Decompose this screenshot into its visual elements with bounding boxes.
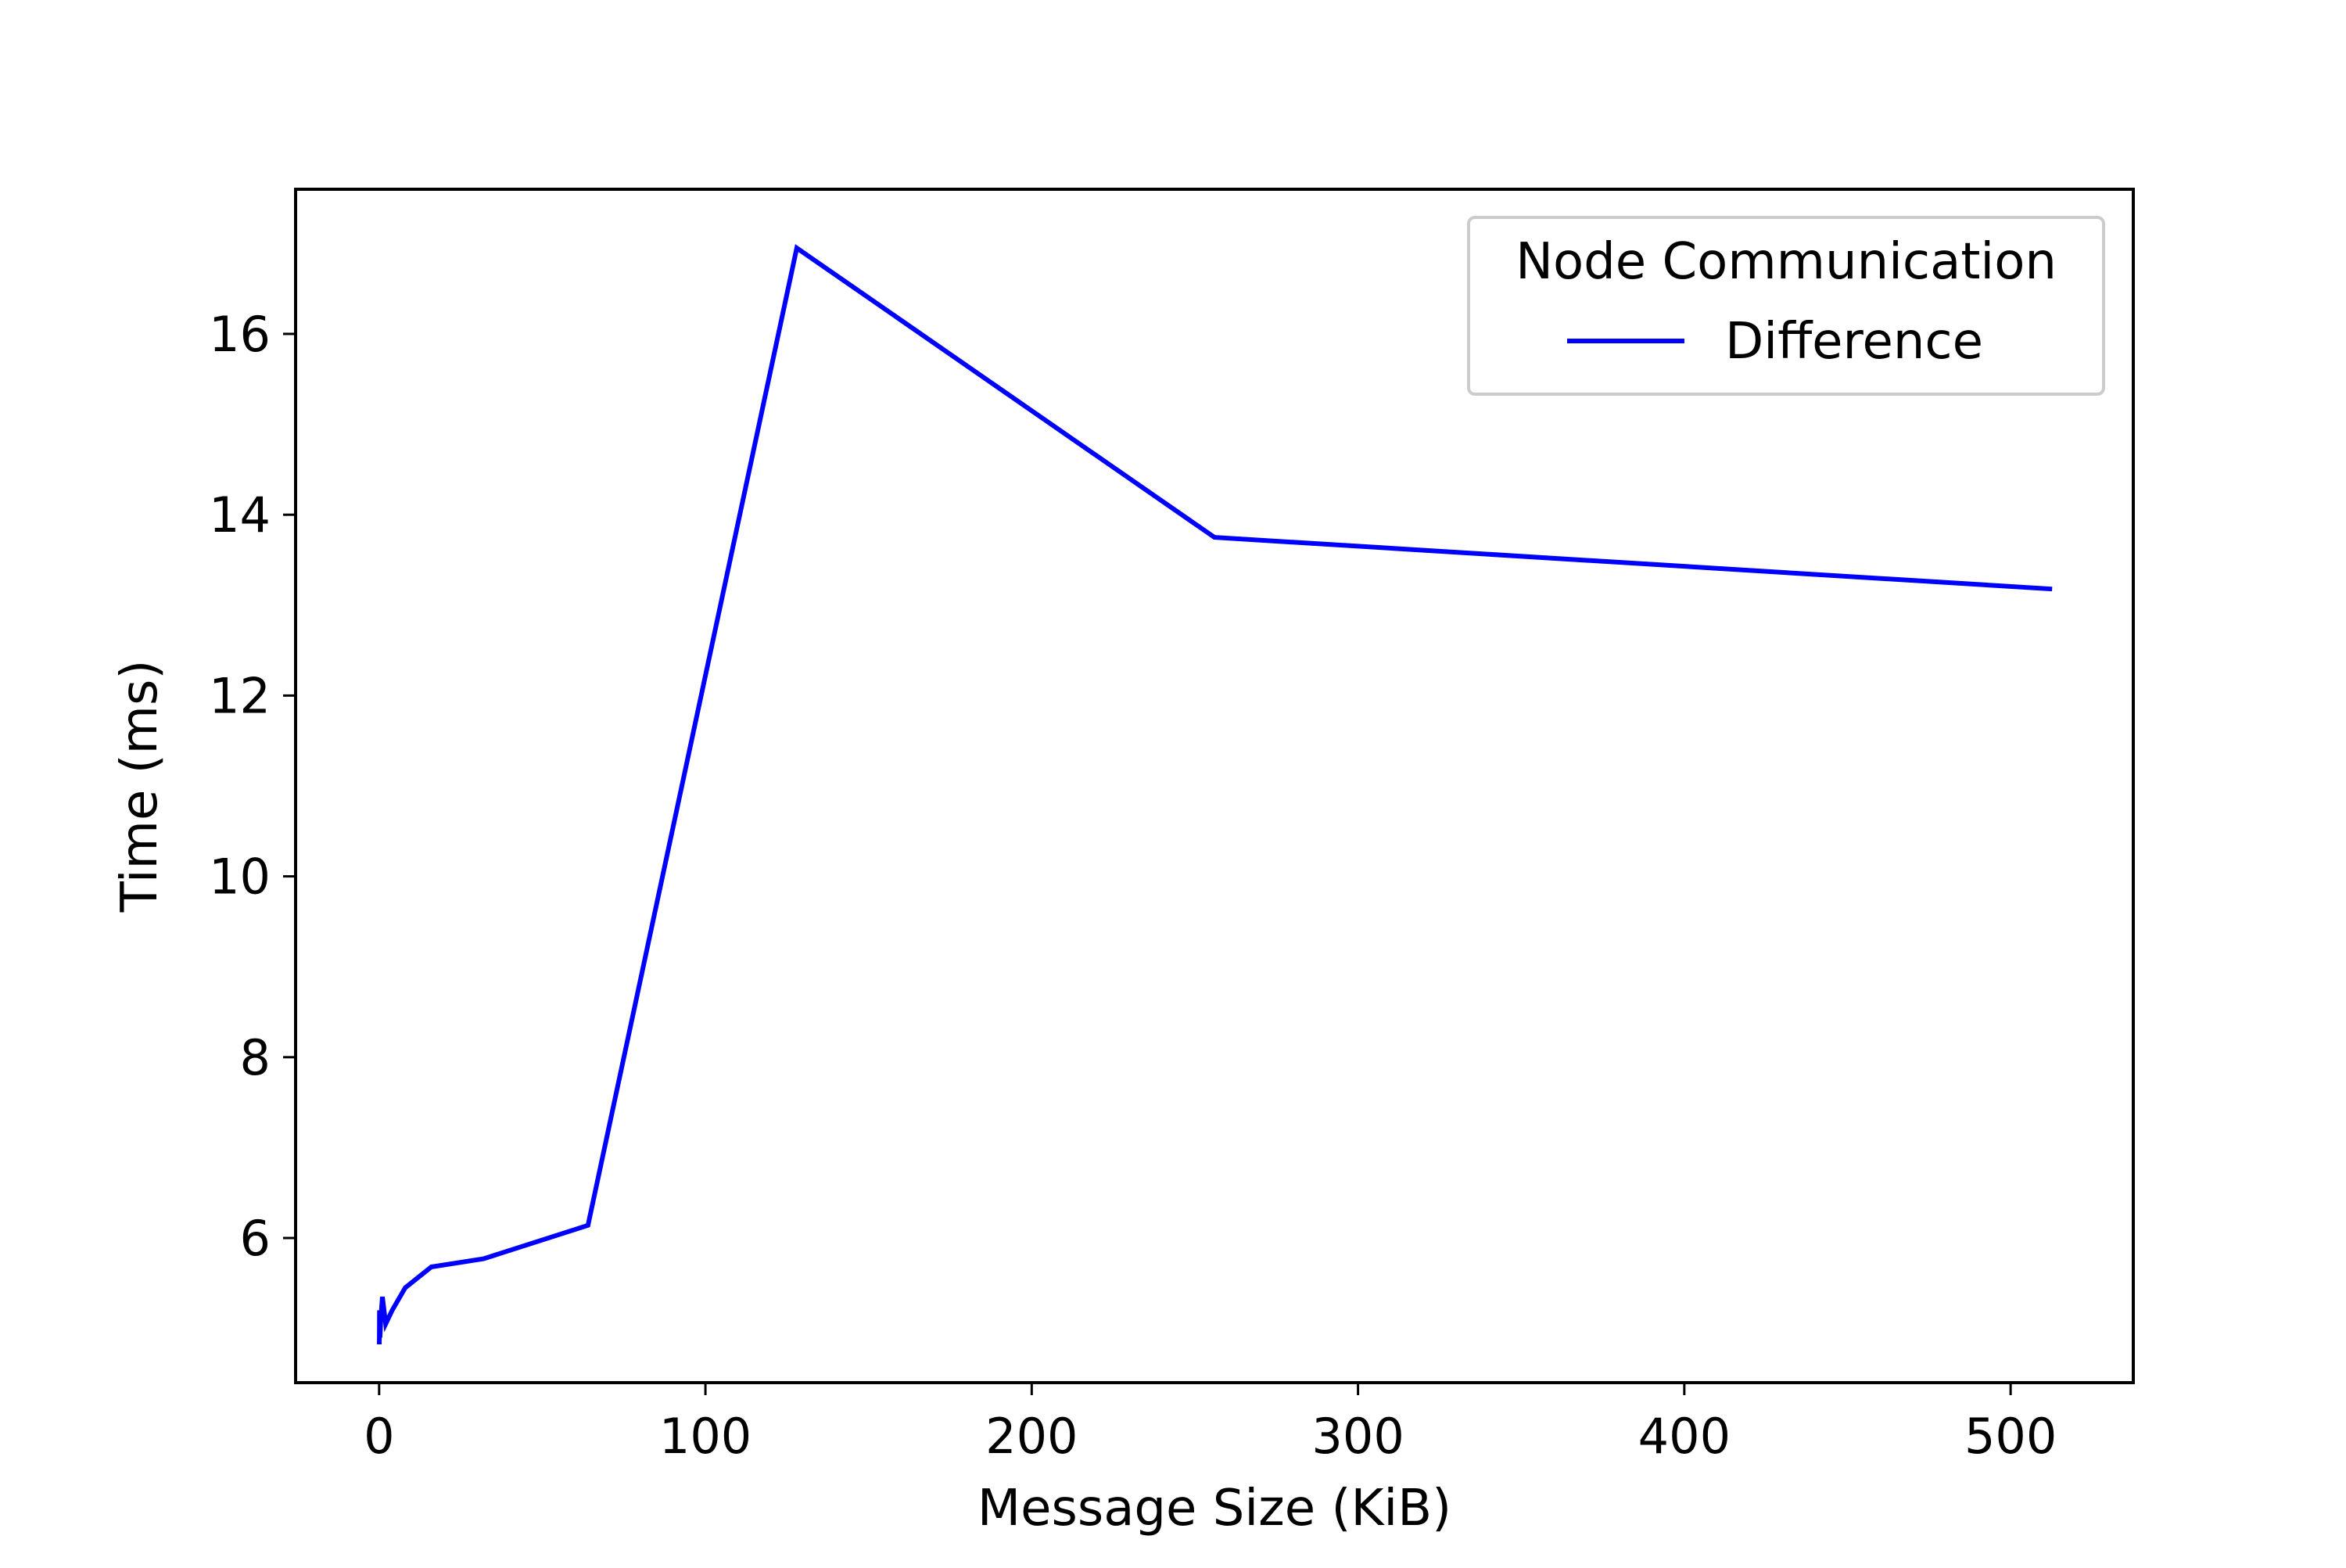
y-tick-label: 14 [209,486,271,544]
legend-box [1467,216,2105,396]
plot-frame [294,188,2135,1384]
legend: Node Communication Difference [1467,216,2105,396]
x-tick-label: 500 [1964,1408,2057,1465]
y-tick-label: 16 [209,306,271,363]
x-tick-label: 100 [659,1408,752,1465]
legend-entry-label: Difference [1725,313,1983,371]
plot-area [294,188,2135,1384]
y-tick-label: 6 [240,1210,271,1267]
series-line-difference [377,244,2053,1345]
axis-ticks: 0 100 200 300 400 500 6 8 10 12 14 16 [209,306,2057,1465]
y-axis-label: Time (ms) [111,660,169,913]
x-axis-label: Message Size (KiB) [978,1480,1451,1538]
y-tick-label: 8 [240,1029,271,1086]
legend-title: Node Communication [1516,233,2057,291]
y-tick-label: 10 [209,849,271,906]
x-tick-label: 400 [1638,1408,1731,1465]
y-tick-label: 12 [209,667,271,724]
x-tick-label: 0 [364,1408,394,1465]
x-tick-label: 300 [1311,1408,1404,1465]
x-tick-label: 200 [985,1408,1078,1465]
